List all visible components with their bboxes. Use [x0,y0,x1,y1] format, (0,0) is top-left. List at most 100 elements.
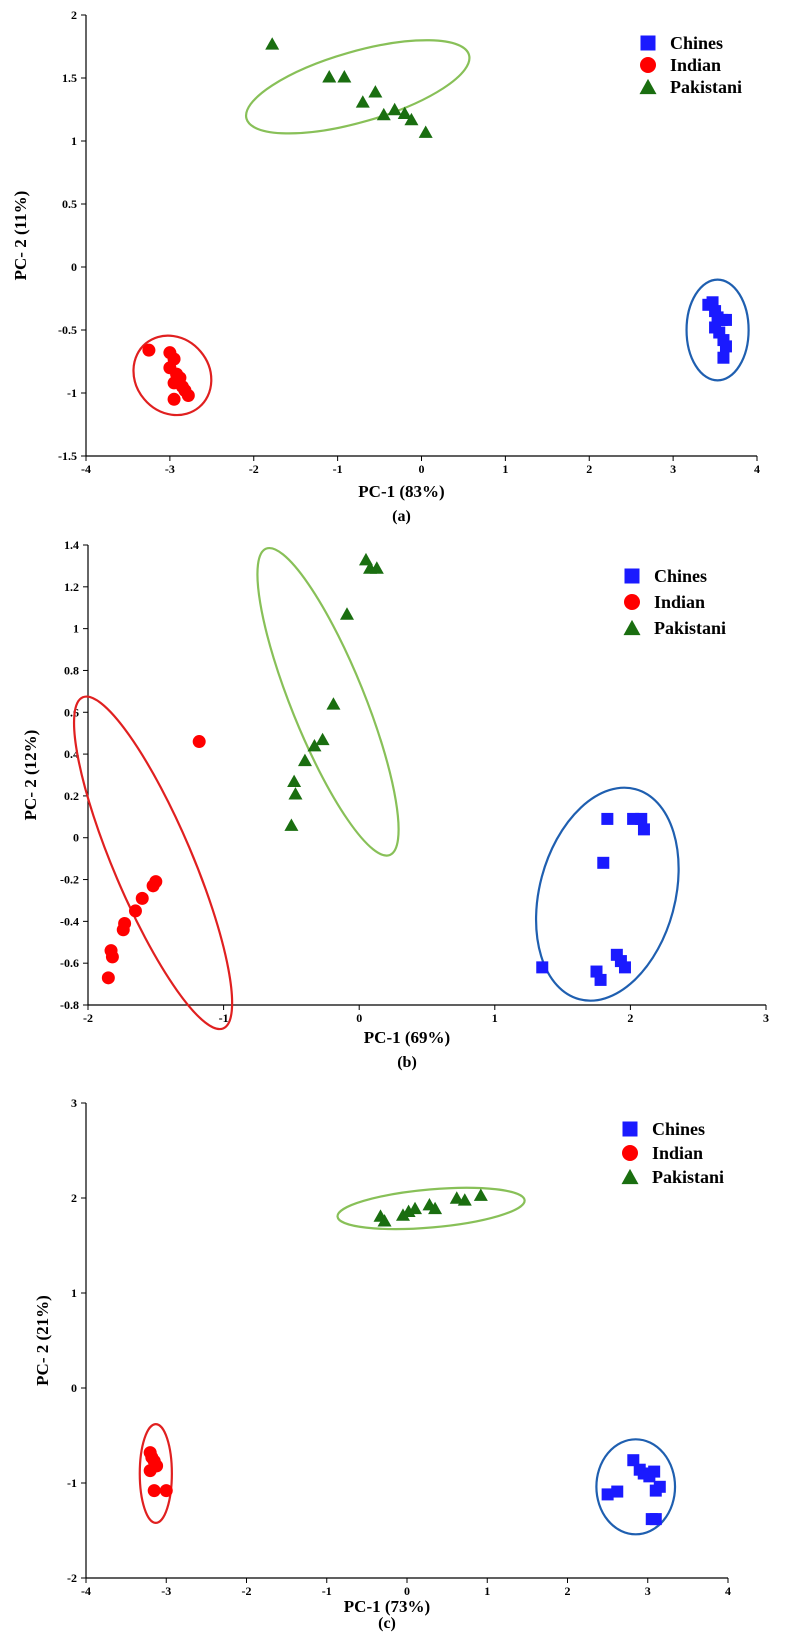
y-tick-label: -1 [67,386,77,400]
x-tick-label: 3 [670,462,676,476]
data-point-pakistani [337,70,352,83]
y-tick-label: -0.5 [58,323,77,337]
y-axis-label: PC- 2 (12%) [21,730,40,821]
cluster-ellipse-indian [132,334,213,417]
data-point-chines [601,1488,614,1501]
x-tick-label: 1 [502,462,508,476]
data-point-pakistani [376,107,391,121]
x-tick-label: -2 [242,1584,252,1598]
x-tick-label: 2 [565,1584,571,1598]
cluster-ellipse-chines [595,1438,677,1536]
x-tick-label: 2 [627,1011,633,1025]
data-point-chines [618,961,631,974]
legend-marker-pakistani [639,78,657,95]
data-point-chines [719,313,732,326]
data-point-pakistani [287,774,302,787]
x-tick-label: 4 [754,462,760,476]
data-point-pakistani [404,112,419,126]
data-point-indian [159,1484,173,1498]
data-point-indian [181,389,195,403]
data-point-chines [635,812,648,825]
data-point-pakistani [473,1188,488,1201]
data-point-pakistani [288,787,303,800]
legend-marker-indian [622,1145,638,1161]
data-point-indian [135,891,149,905]
data-point-pakistani [428,1201,443,1215]
y-tick-label: -1.5 [58,449,77,463]
legend-marker-pakistani [621,1168,639,1185]
data-point-pakistani [326,697,341,710]
legend-marker-chines [624,568,640,584]
data-point-indian [105,950,119,964]
x-axis-label: PC-1 (73%) [344,1597,430,1616]
legend-marker-pakistani [623,619,641,636]
y-tick-label: 1.2 [64,580,79,594]
legend-label-indian: Indian [652,1143,703,1163]
legend-label-indian: Indian [670,55,721,75]
cluster-ellipse-indian [138,1422,173,1524]
cluster-ellipse-pakistani [336,1186,526,1231]
data-point-indian [128,904,142,918]
data-point-chines [611,1485,624,1498]
y-tick-label: 1 [73,622,79,636]
data-point-pakistani [315,732,330,746]
legend-label-pakistani: Pakistani [654,618,726,638]
y-tick-label: -2 [67,1571,77,1585]
y-tick-label: 0.2 [64,789,79,803]
panel-label: (b) [397,1054,417,1071]
data-point-pakistani [449,1191,464,1204]
data-point-pakistani [457,1193,472,1206]
data-point-pakistani [339,607,354,620]
data-point-pakistani [284,818,299,831]
y-tick-label: -0.4 [60,914,79,928]
data-point-chines [627,1454,640,1467]
y-tick-label: 2 [71,1191,77,1205]
y-tick-label: 0.8 [64,663,79,677]
y-tick-label: 3 [71,1096,77,1110]
data-point-chines [717,351,730,364]
data-point-chines [649,1484,662,1497]
y-tick-label: -0.8 [60,998,79,1012]
legend-label-indian: Indian [654,592,705,612]
x-tick-label: 0 [419,462,425,476]
x-tick-label: 3 [645,1584,651,1598]
x-tick-label: -4 [81,462,91,476]
data-point-pakistani [377,1214,392,1227]
x-tick-label: -1 [322,1584,332,1598]
chart-panel-1: -4 -3 -2 -1 0 1 2 3 4 -1.5 -1 -0.5 0 0.5 1 1.5 2 PC-1 (83… [11,8,760,525]
y-tick-label: 0 [71,260,77,274]
panel-label: (c) [378,1615,396,1632]
x-tick-label: 4 [725,1584,731,1598]
data-point-pakistani [322,70,337,83]
legend-marker-indian [624,594,640,610]
cluster-ellipse-pakistani [244,39,471,135]
cluster-ellipse-chines [685,278,750,382]
data-point-pakistani [368,85,383,98]
data-point-indian [101,971,115,985]
data-point-pakistani [387,102,402,116]
x-tick-label: 1 [492,1011,498,1025]
x-tick-label: -2 [83,1011,93,1025]
data-point-indian [147,1484,161,1498]
data-point-indian [116,923,130,937]
data-point-pakistani [358,552,373,566]
data-point-chines [649,1513,662,1526]
y-tick-label: -0.2 [60,873,79,887]
y-tick-label: 2 [71,8,77,22]
data-point-indian [142,343,156,357]
legend-label-chines: Chines [652,1119,705,1139]
data-point-pakistani [369,561,384,574]
data-point-pakistani [355,95,370,108]
cluster-ellipse-indian [72,695,234,1031]
x-tick-label: -2 [249,462,259,476]
data-point-chines [637,823,650,836]
y-tick-label: 1.4 [64,538,79,552]
legend-marker-chines [640,35,656,51]
chart-panel-2: -2 -1 0 1 2 3-0.8-0.6-0.4-0.200.20.40.60.811.… [21,538,769,1071]
y-tick-label: -0.6 [60,956,79,970]
data-point-pakistani [397,106,412,119]
legend-label-pakistani: Pakistani [670,77,742,97]
data-point-pakistani [307,739,322,752]
y-tick-label: 0.5 [62,197,77,211]
